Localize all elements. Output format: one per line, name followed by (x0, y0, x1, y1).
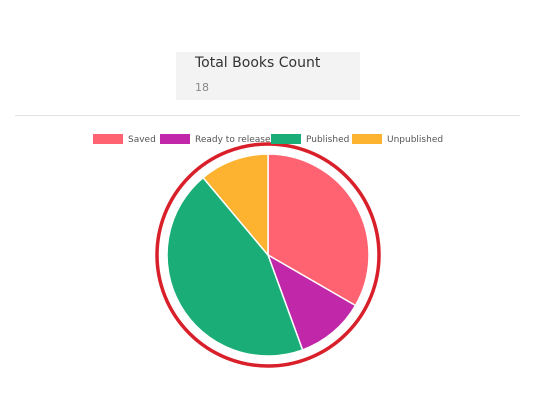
highlight-circle (155, 142, 381, 368)
legend-label: Ready to release (195, 135, 271, 145)
pie-slice (202, 153, 269, 258)
card-title: Total Books Count (195, 55, 321, 71)
separator (15, 115, 520, 116)
stat-card: Total Books Count 18 (176, 52, 360, 100)
card-count: 18 (195, 81, 209, 94)
legend-swatch (93, 134, 123, 144)
pie-slice (266, 253, 357, 351)
legend-swatch (271, 134, 301, 144)
pie-slice (267, 153, 370, 307)
legend-label: Published (306, 135, 349, 145)
legend-label: Saved (128, 135, 156, 145)
legend-label: Unpublished (387, 135, 443, 145)
pie-slice (166, 176, 304, 357)
legend-swatch (352, 134, 382, 144)
legend-swatch (160, 134, 190, 144)
